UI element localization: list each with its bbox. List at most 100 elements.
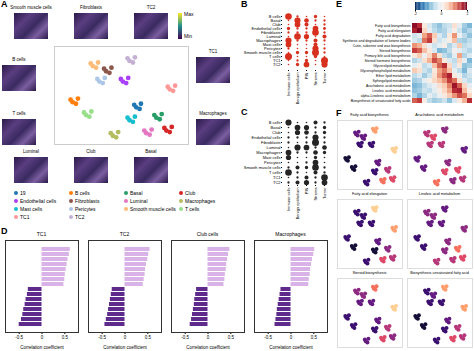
svg-text:Fatty acid biosynthesis: Fatty acid biosynthesis [375, 24, 411, 28]
svg-text:Fibroblasts: Fibroblasts [260, 139, 281, 145]
html-text:Luminal: Luminal [130, 197, 148, 204]
svg-text:Mast cells: Mast cells [262, 154, 281, 160]
svg-text:Linoleic acid metabolism: Linoleic acid metabolism [372, 89, 410, 93]
svg-text:Correlation coefficient: Correlation coefficient [103, 345, 147, 350]
svg-text:Basal: Basal [270, 17, 281, 23]
svg-text:Steroid biosynthesis: Steroid biosynthesis [379, 49, 411, 53]
svg-text:Basal: Basal [270, 124, 281, 130]
svg-text:Luminal: Luminal [266, 33, 281, 39]
html-text:F: F [336, 108, 342, 118]
html-text:Fibroblasts: Fibroblasts [75, 197, 100, 204]
html-text:Pericytes: Pericytes [75, 205, 96, 212]
svg-text:Immune cells: Immune cells [286, 73, 291, 97]
html-text:Smooth muscle cells: Smooth muscle cells [10, 5, 52, 10]
svg-text:Fatty acid elongation: Fatty acid elongation [378, 29, 410, 33]
svg-text:Cutin, suberine and wax biosyn: Cutin, suberine and wax biosynthesis [353, 44, 411, 48]
svg-text:Sphingolipid metabolism: Sphingolipid metabolism [373, 79, 411, 83]
svg-text:Stroma: Stroma [313, 187, 318, 201]
html-text:C: C [241, 107, 248, 117]
svg-text:Benign epithelium: Benign epithelium [295, 72, 300, 104]
html-text:Max: Max [184, 11, 194, 17]
svg-text:Endothelial cells: Endothelial cells [251, 134, 281, 140]
html-text:D: D [1, 226, 8, 236]
svg-text:Club: Club [272, 129, 281, 135]
svg-text:Luminal: Luminal [266, 144, 281, 150]
svg-text:0.5: 0.5 [311, 335, 318, 340]
html-text:TC2: TC2 [146, 5, 156, 10]
html-text:B: B [241, 0, 248, 9]
svg-text:Mast cells: Mast cells [262, 41, 281, 47]
svg-text:TC1: TC1 [272, 174, 281, 180]
svg-text:Macrophages: Macrophages [256, 37, 281, 43]
svg-text:TC2: TC2 [273, 62, 281, 67]
svg-text:Pericytes: Pericytes [264, 159, 281, 165]
svg-text:0.5: 0.5 [228, 335, 235, 340]
svg-text:PIN: PIN [304, 187, 309, 194]
svg-text:TC2: TC2 [273, 180, 281, 185]
svg-text:2: 2 [467, 12, 469, 16]
svg-text:Tumor: Tumor [322, 187, 327, 199]
svg-text:T cells: T cells [269, 53, 281, 59]
svg-text:0: 0 [124, 335, 127, 340]
html-text:Basal: Basal [130, 189, 143, 196]
svg-text:0: 0 [290, 335, 293, 340]
svg-text:Endothelial cells: Endothelial cells [251, 25, 281, 31]
svg-text:0: 0 [41, 335, 44, 340]
svg-text:alpha-Linolenic acid metabolis: alpha-Linolenic acid metabolism [361, 94, 411, 98]
html-text:Smooth muscle cells: Smooth muscle cells [130, 205, 176, 212]
svg-text:0: 0 [441, 12, 443, 16]
html-text:TC2: TC2 [75, 213, 85, 220]
html-text:Macrophages: Macrophages [185, 197, 216, 204]
svg-text:T cells: T cells [269, 169, 281, 175]
svg-text:-0.5: -0.5 [98, 335, 106, 340]
svg-text:Stroma: Stroma [313, 72, 318, 86]
html-text:Fibroblasts: Fibroblasts [80, 5, 102, 10]
html-text:Min: Min [184, 33, 193, 39]
svg-text:Tumor: Tumor [322, 72, 327, 84]
html-text:T cells: T cells [185, 205, 200, 212]
html-text:TC1: TC1 [20, 213, 30, 220]
html-text:A: A [1, 0, 8, 9]
svg-text:B cells: B cells [268, 13, 281, 19]
svg-text:TC1: TC1 [272, 57, 281, 63]
svg-text:Fibroblasts: Fibroblasts [260, 29, 281, 35]
svg-text:0.5: 0.5 [145, 335, 152, 340]
svg-text:Smooth muscle cells: Smooth muscle cells [243, 49, 281, 55]
svg-text:Biosynthesis of unsaturated fa: Biosynthesis of unsaturated fatty acids [351, 99, 411, 103]
svg-text:Synthesis and degradation of k: Synthesis and degradation of ketone bodi… [342, 39, 410, 43]
svg-text:0: 0 [207, 335, 210, 340]
svg-text:Club: Club [272, 21, 281, 27]
svg-text:Fatty acid degradation: Fatty acid degradation [376, 34, 411, 38]
svg-text:Pericytes: Pericytes [264, 45, 281, 51]
html-text:Endothelial cells: Endothelial cells [20, 197, 57, 204]
svg-text:Glycerolipid metabolism: Glycerolipid metabolism [373, 64, 410, 68]
html-text:19: 19 [20, 189, 26, 196]
svg-text:Smooth muscle cells: Smooth muscle cells [243, 164, 281, 170]
svg-text:Steroid hormone biosynthesis: Steroid hormone biosynthesis [364, 59, 410, 63]
svg-text:B cells: B cells [268, 119, 281, 125]
html-text:TC2: TC2 [119, 231, 130, 237]
svg-text:Correlation coefficient: Correlation coefficient [186, 345, 230, 350]
svg-text:Correlation coefficient: Correlation coefficient [269, 345, 313, 350]
svg-text:Primary bile acid biosynthesis: Primary bile acid biosynthesis [364, 54, 410, 58]
svg-text:Immune cells: Immune cells [286, 188, 291, 212]
svg-text:Correlation coefficient: Correlation coefficient [20, 345, 64, 350]
svg-text:Ether lipid metabolism: Ether lipid metabolism [376, 74, 411, 78]
svg-text:-2: -2 [414, 12, 417, 16]
html-text:Mast cells: Mast cells [20, 205, 43, 212]
svg-text:Macrophages: Macrophages [256, 149, 281, 155]
html-text:Macrophages: Macrophages [275, 231, 306, 237]
svg-text:0.5: 0.5 [62, 335, 69, 340]
html-text:Club: Club [185, 189, 196, 196]
svg-text:Glycerophospholipid metabolism: Glycerophospholipid metabolism [360, 69, 411, 73]
html-text:Club cells: Club cells [196, 231, 219, 237]
svg-text:PIN: PIN [304, 72, 309, 79]
svg-text:-0.5: -0.5 [264, 335, 272, 340]
html-text:E: E [336, 0, 342, 9]
svg-text:Arachidonic acid metabolism: Arachidonic acid metabolism [366, 84, 411, 88]
svg-text:-0.5: -0.5 [181, 335, 189, 340]
svg-text:-0.5: -0.5 [15, 335, 23, 340]
html-text:TC1: TC1 [36, 231, 47, 237]
svg-text:Benign epithelium: Benign epithelium [295, 187, 300, 219]
html-text:B cells: B cells [75, 189, 90, 196]
